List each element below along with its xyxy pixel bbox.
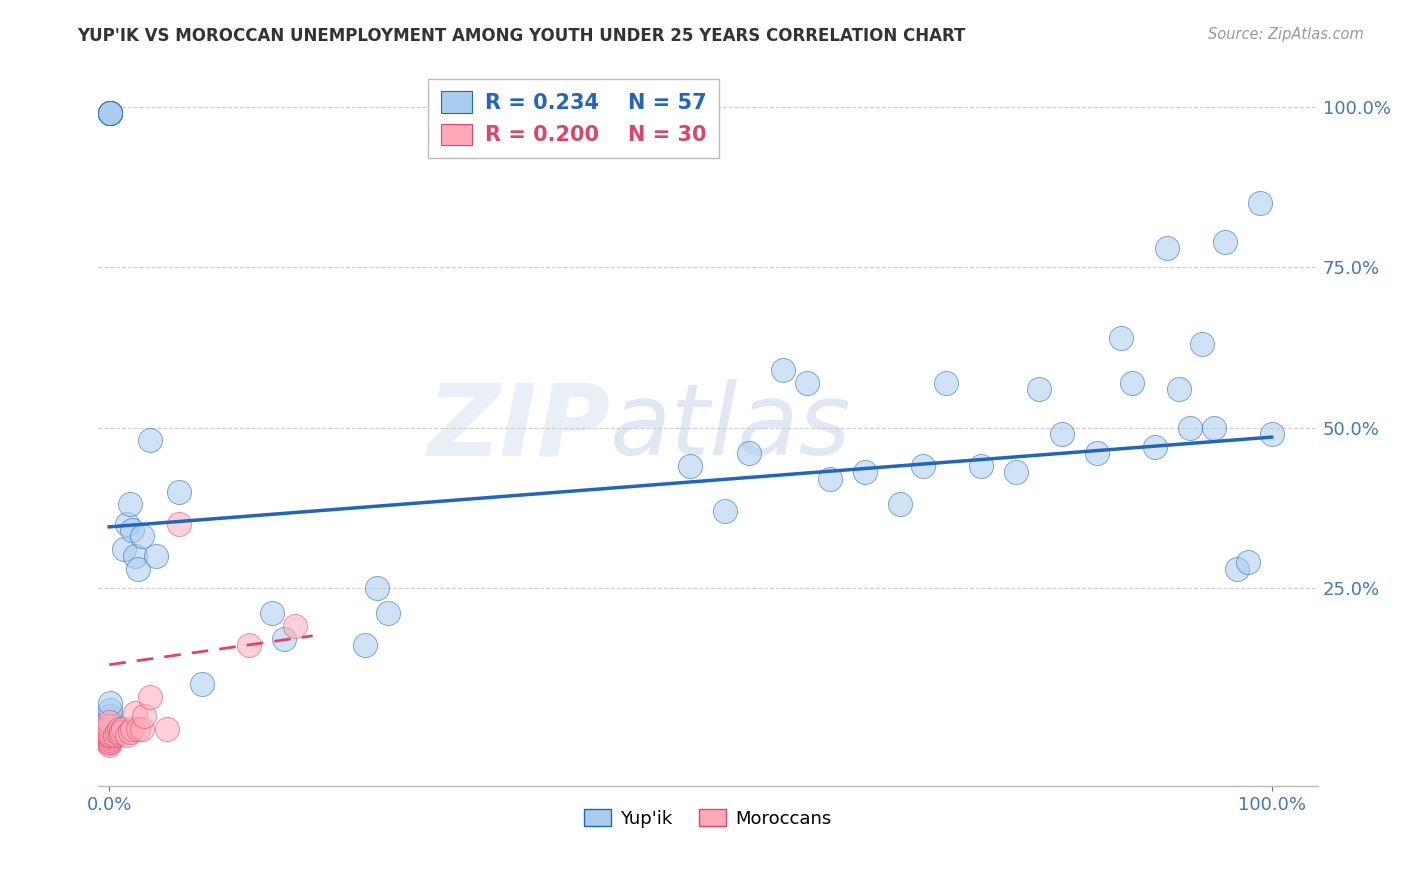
Point [167,516,190,531]
Point [115,516,138,531]
Point [1028,382,1050,396]
Point [354,639,377,653]
Point [100,722,122,736]
Point [100,106,122,120]
Point [889,497,911,511]
Point [131,529,153,543]
Point [108,727,131,741]
Point [772,363,794,377]
Point [145,549,167,563]
Point [98,727,121,741]
Point [366,581,388,595]
Point [1237,555,1260,569]
Point [98,725,121,739]
Point [98,730,121,744]
Point [1005,466,1028,480]
Point [1249,196,1271,211]
Point [127,722,149,736]
Point [100,106,122,120]
Legend: Yup'ik, Moroccans: Yup'ik, Moroccans [576,802,839,835]
Point [911,458,934,473]
Point [377,607,399,621]
Point [139,434,162,448]
Point [1121,376,1143,390]
Point [260,607,283,621]
Point [98,715,121,730]
Point [191,677,214,691]
Point [121,722,143,736]
Point [107,722,129,736]
Point [112,542,135,557]
Point [98,722,121,736]
Point [1156,241,1178,255]
Point [100,106,122,120]
Point [105,725,128,739]
Point [120,497,142,511]
Point [124,706,146,720]
Point [110,725,132,739]
Point [98,736,121,750]
Point [796,376,818,390]
Point [112,722,135,736]
Point [139,690,162,704]
Point [124,549,146,563]
Point [1213,235,1236,249]
Point [679,458,702,473]
Point [100,702,122,716]
Point [132,709,155,723]
Text: ZIP: ZIP [427,379,610,476]
Point [100,106,122,120]
Point [1226,561,1249,575]
Point [970,458,993,473]
Point [156,722,179,736]
Text: atlas: atlas [610,379,852,476]
Point [238,639,260,653]
Point [737,446,759,460]
Point [98,731,121,746]
Point [127,561,149,575]
Point [121,523,143,537]
Point [1260,426,1282,441]
Point [100,728,122,742]
Point [98,738,121,752]
Point [167,484,190,499]
Point [1052,426,1074,441]
Point [1167,382,1189,396]
Point [131,722,153,736]
Point [818,472,841,486]
Point [1191,337,1213,351]
Point [98,718,121,732]
Point [853,466,876,480]
Point [935,376,957,390]
Point [100,715,122,730]
Point [273,632,295,646]
Text: Source: ZipAtlas.com: Source: ZipAtlas.com [1208,27,1364,42]
Text: YUP'IK VS MOROCCAN UNEMPLOYMENT AMONG YOUTH UNDER 25 YEARS CORRELATION CHART: YUP'IK VS MOROCCAN UNEMPLOYMENT AMONG YO… [77,27,966,45]
Point [98,733,121,747]
Point [100,106,122,120]
Point [714,504,737,518]
Point [120,725,142,739]
Point [1085,446,1108,460]
Point [1202,420,1225,434]
Point [100,709,122,723]
Point [98,734,121,748]
Point [1144,440,1167,454]
Point [100,106,122,120]
Point [98,728,121,742]
Point [100,696,122,710]
Point [1109,331,1132,345]
Point [104,728,127,742]
Point [100,106,122,120]
Point [284,619,307,633]
Point [1180,420,1202,434]
Point [115,728,138,742]
